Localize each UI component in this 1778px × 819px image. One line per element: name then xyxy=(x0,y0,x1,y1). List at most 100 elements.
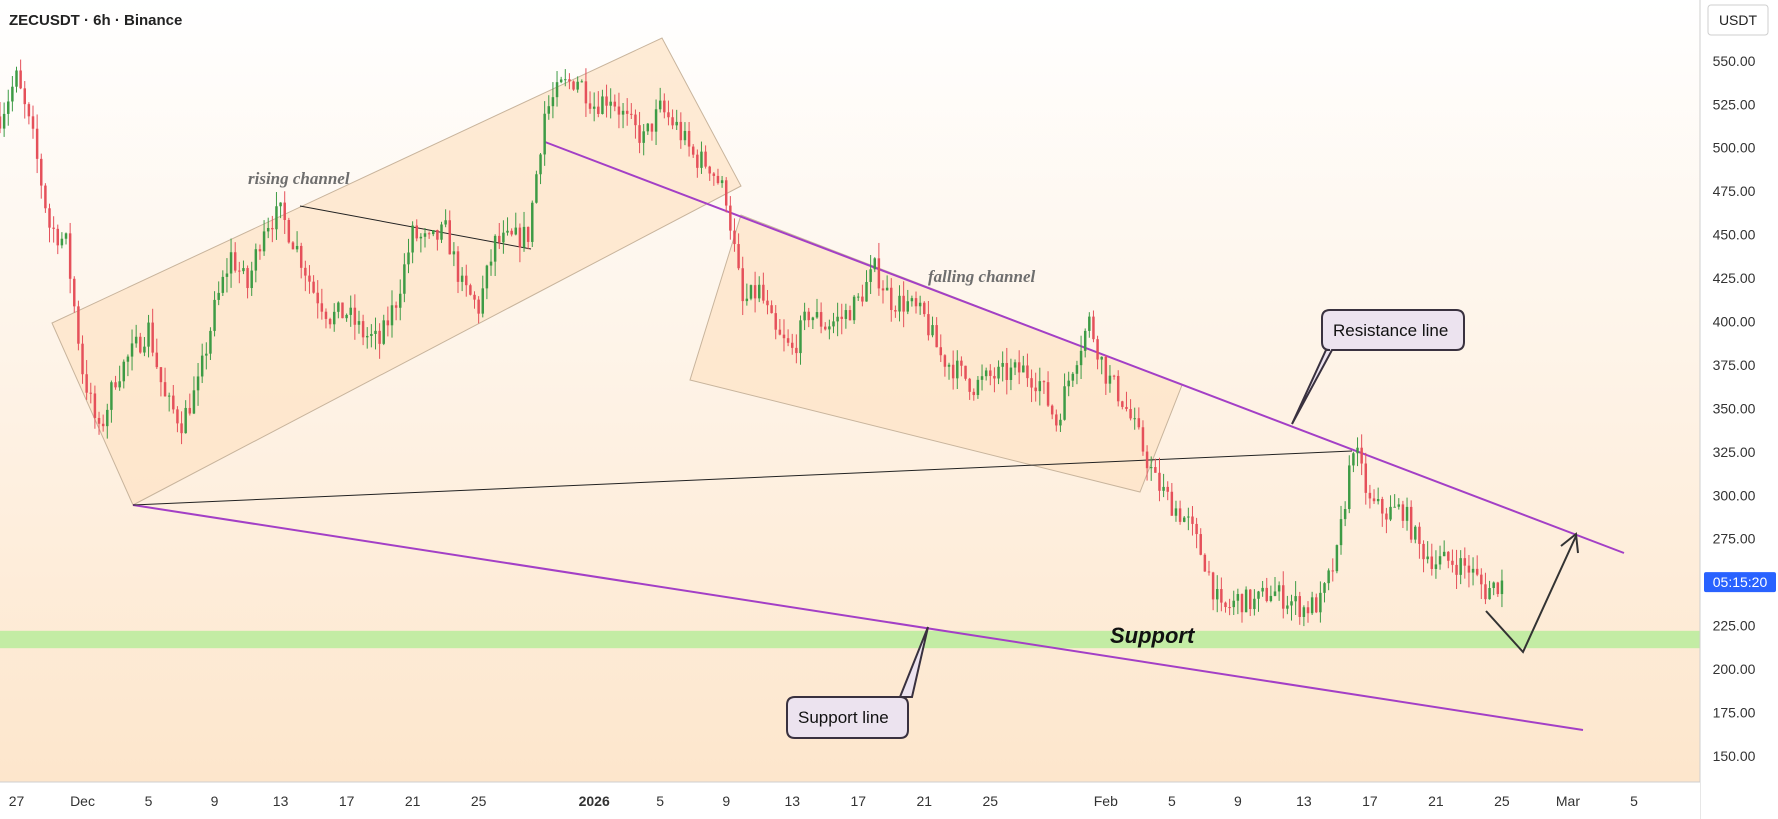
candle-down xyxy=(328,318,332,325)
candle-down xyxy=(1381,499,1384,514)
candle-up xyxy=(1071,373,1075,381)
candle-up xyxy=(700,151,703,168)
candle-up xyxy=(592,106,596,109)
candle-up xyxy=(720,180,724,184)
candle-down xyxy=(848,310,852,321)
candle-up xyxy=(580,81,584,83)
time-tick-label: Dec xyxy=(70,793,95,809)
candle-down xyxy=(427,233,431,235)
candle-down xyxy=(1451,560,1454,565)
candle-up xyxy=(221,276,225,293)
candle-down xyxy=(176,409,179,424)
candle-up xyxy=(1393,506,1396,508)
candle-up xyxy=(2,113,6,129)
candle-up xyxy=(564,79,567,81)
candle-down xyxy=(1207,571,1211,573)
candle-down xyxy=(1224,602,1227,608)
candle-up xyxy=(997,366,1000,379)
time-axis-panel xyxy=(0,782,1700,819)
candle-down xyxy=(258,249,262,252)
candle-down xyxy=(180,423,183,434)
candle-up xyxy=(522,226,526,248)
candle-down xyxy=(1050,405,1054,415)
time-tick-label: Mar xyxy=(1556,793,1580,809)
price-axis[interactable]: 150.00175.00200.00225.00250.00275.00300.… xyxy=(1713,9,1756,764)
candle-down xyxy=(1005,362,1009,380)
time-tick-label: 25 xyxy=(471,793,487,809)
candle-down xyxy=(778,329,782,335)
candle-up xyxy=(460,275,464,282)
candle-up xyxy=(1108,375,1112,384)
candle-up xyxy=(64,233,68,239)
candle-down xyxy=(1178,508,1182,522)
candle-up xyxy=(1261,587,1264,592)
candle-down xyxy=(741,268,744,302)
candle-down xyxy=(448,220,451,255)
candle-up xyxy=(506,230,509,233)
candle-up xyxy=(419,236,423,239)
candle-up xyxy=(675,121,678,126)
time-axis[interactable]: 27 Dec 5 9 13 17 21 25 2026 5 9 13 17 21 25 Feb 5 9 13 17 21… xyxy=(9,793,1638,809)
candle-down xyxy=(35,128,39,159)
candle-down xyxy=(271,227,274,230)
candle-down xyxy=(27,104,31,117)
price-tick-label: 375.00 xyxy=(1713,357,1756,373)
candle-up xyxy=(1348,465,1351,510)
candle-down xyxy=(415,225,418,239)
candle-down xyxy=(968,378,971,392)
time-tick-label: 17 xyxy=(1362,793,1378,809)
candle-down xyxy=(361,321,365,338)
candle-up xyxy=(411,225,414,253)
candle-up xyxy=(576,81,579,90)
candle-up xyxy=(1149,467,1153,469)
candle-down xyxy=(1158,472,1161,491)
candle-up xyxy=(229,252,233,274)
candle-up xyxy=(1438,556,1442,565)
candle-up xyxy=(1426,556,1429,560)
support-callout[interactable]: Support line xyxy=(786,626,929,739)
candle-up xyxy=(976,379,980,396)
candle-down xyxy=(101,423,105,427)
candle-down xyxy=(159,367,163,383)
candle-down xyxy=(993,375,996,379)
horizontal-neckline[interactable] xyxy=(132,450,1353,506)
candle-up xyxy=(621,110,625,115)
time-tick-label: 5 xyxy=(1630,793,1638,809)
candle-up xyxy=(547,106,551,114)
candle-up xyxy=(452,251,456,255)
candle-up xyxy=(646,123,650,132)
candle-down xyxy=(233,252,237,271)
candle-down xyxy=(881,288,885,291)
candle-up xyxy=(857,296,860,298)
candle-down xyxy=(679,121,683,141)
candle-down xyxy=(378,330,381,344)
candle-down xyxy=(638,125,641,143)
candle-up xyxy=(1273,591,1277,596)
candle-up xyxy=(1376,499,1380,502)
projection-arrow[interactable] xyxy=(1485,532,1579,654)
rising-channel[interactable] xyxy=(51,37,742,506)
rising-channel-top-line[interactable] xyxy=(299,205,532,250)
candle-down xyxy=(807,311,810,321)
price-tick-label: 425.00 xyxy=(1713,270,1756,286)
candle-down xyxy=(172,395,175,410)
candle-down xyxy=(691,146,695,155)
time-tick-label: 13 xyxy=(1296,793,1312,809)
candle-down xyxy=(386,320,390,326)
resistance-callout[interactable]: Resistance line xyxy=(1291,309,1465,425)
candle-up xyxy=(799,320,802,354)
candle-up xyxy=(184,407,187,434)
support-line[interactable] xyxy=(132,504,1584,731)
candle-down xyxy=(1220,589,1223,603)
candle-down xyxy=(951,364,955,379)
candle-up xyxy=(931,325,934,336)
candle-up xyxy=(1215,589,1219,600)
time-tick-label: 17 xyxy=(850,793,866,809)
time-tick-label: 9 xyxy=(1234,793,1242,809)
candle-down xyxy=(1360,447,1363,464)
currency-button[interactable]: USDT xyxy=(1707,4,1769,36)
candle-up xyxy=(1063,386,1066,420)
candle-up xyxy=(205,353,208,356)
